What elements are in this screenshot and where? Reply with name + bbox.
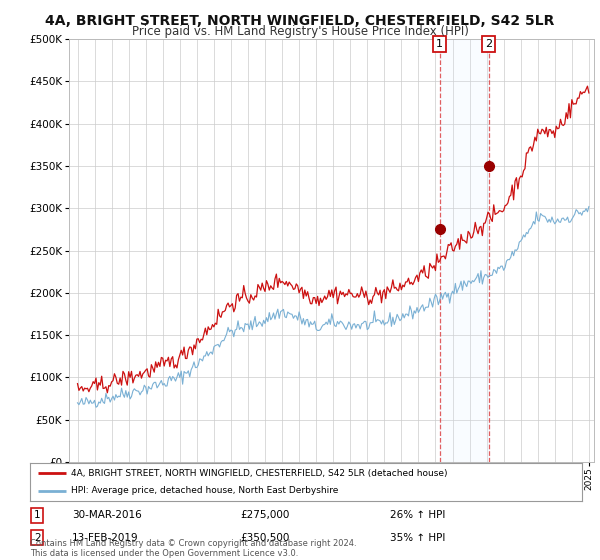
Text: £350,500: £350,500: [240, 533, 289, 543]
Text: Price paid vs. HM Land Registry's House Price Index (HPI): Price paid vs. HM Land Registry's House …: [131, 25, 469, 38]
Text: 1: 1: [34, 510, 41, 520]
Text: 35% ↑ HPI: 35% ↑ HPI: [390, 533, 445, 543]
Text: 4A, BRIGHT STREET, NORTH WINGFIELD, CHESTERFIELD, S42 5LR: 4A, BRIGHT STREET, NORTH WINGFIELD, CHES…: [46, 14, 554, 28]
Text: 2: 2: [485, 39, 492, 49]
Text: 13-FEB-2019: 13-FEB-2019: [72, 533, 139, 543]
Text: HPI: Average price, detached house, North East Derbyshire: HPI: Average price, detached house, Nort…: [71, 487, 339, 496]
Text: 4A, BRIGHT STREET, NORTH WINGFIELD, CHESTERFIELD, S42 5LR (detached house): 4A, BRIGHT STREET, NORTH WINGFIELD, CHES…: [71, 469, 448, 478]
Text: Contains HM Land Registry data © Crown copyright and database right 2024.
This d: Contains HM Land Registry data © Crown c…: [30, 539, 356, 558]
Text: 30-MAR-2016: 30-MAR-2016: [72, 510, 142, 520]
Bar: [440, 39, 488, 462]
Text: £275,000: £275,000: [240, 510, 289, 520]
Text: 1: 1: [436, 39, 443, 49]
Text: 2: 2: [34, 533, 41, 543]
Text: 26% ↑ HPI: 26% ↑ HPI: [390, 510, 445, 520]
